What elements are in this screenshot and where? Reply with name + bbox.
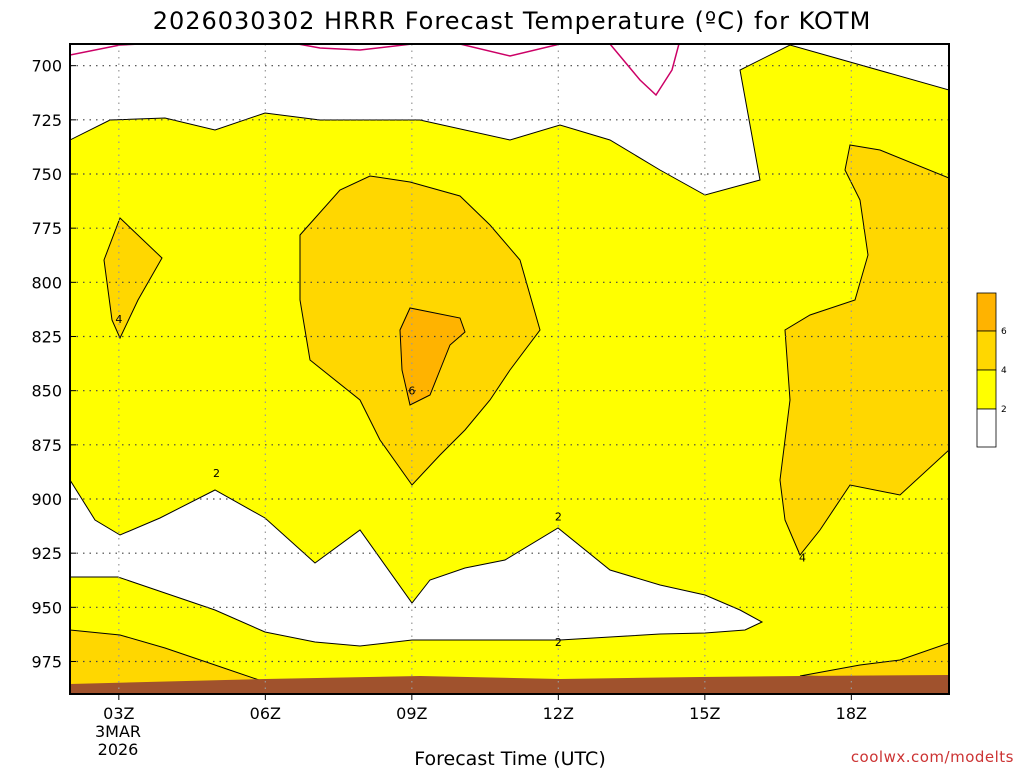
x-tick-label-09Z: 09Z (396, 704, 427, 723)
x-tick-label-15Z: 15Z (689, 704, 720, 723)
y-tick-label-975: 975 (31, 653, 62, 672)
y-tick-label-900: 900 (31, 490, 62, 509)
plot-area (70, 44, 949, 694)
contour-label-2: 2 (213, 467, 220, 480)
chart-title: 2026030302 HRRR Forecast Temperature (ºC… (153, 7, 872, 35)
contour-label-1: 6 (408, 385, 415, 398)
y-tick-label-725: 725 (31, 111, 62, 130)
y-tick-label-950: 950 (31, 598, 62, 617)
fill-below2-lower (70, 479, 764, 647)
credit-text: coolwx.com/modelts (851, 748, 1014, 766)
x-tick-label-12Z: 12Z (543, 704, 574, 723)
y-axis: 700 725 750 775 800 825 850 875 900 925 950 975 (31, 57, 76, 672)
legend-swatch-2to4 (976, 369, 997, 410)
gridlines (70, 44, 949, 694)
x-date-label-day: 3MAR (95, 722, 141, 741)
y-tick-label-800: 800 (31, 273, 62, 292)
fill-4to6-left (103, 217, 163, 340)
y-tick-label-825: 825 (31, 328, 62, 347)
x-axis: 03Z 06Z 09Z 12Z 15Z 18Z (103, 694, 867, 723)
fill-4to6-bottomright (799, 642, 949, 681)
color-legend: 6 4 2 (976, 292, 1007, 448)
fill-4to6-right (779, 144, 949, 556)
y-tick-label-875: 875 (31, 436, 62, 455)
legend-swatch-below2 (976, 408, 997, 448)
x-axis-label: Forecast Time (UTC) (414, 748, 605, 768)
x-tick-label-18Z: 18Z (836, 704, 867, 723)
y-tick-label-700: 700 (31, 57, 62, 76)
contour-labels: 4 6 2 2 4 2 (115, 313, 806, 649)
y-tick-label-775: 775 (31, 219, 62, 238)
x-tick-label-03Z: 03Z (103, 704, 134, 723)
legend-swatch-4to6 (976, 330, 997, 371)
legend-swatch-above6 (976, 292, 997, 332)
contour-label-0: 4 (115, 313, 122, 326)
y-tick-label-850: 850 (31, 382, 62, 401)
contour-label-5: 2 (555, 636, 562, 649)
x-tick-label-06Z: 06Z (250, 704, 281, 723)
y-tick-label-750: 750 (31, 165, 62, 184)
legend-label-4: 4 (1001, 366, 1007, 376)
fill-below2-topright (940, 44, 949, 65)
legend-label-2: 2 (1001, 405, 1007, 415)
legend-label-6: 6 (1001, 327, 1007, 337)
zero-degree-line (70, 44, 680, 97)
x-date-label-year: 2026 (98, 740, 139, 759)
plot-frame (69, 43, 950, 695)
contour-label-4: 4 (799, 552, 806, 565)
y-tick-label-925: 925 (31, 544, 62, 563)
ground-fill (70, 675, 949, 694)
contour-label-3: 2 (555, 510, 562, 523)
fill-above6-center (399, 307, 466, 406)
